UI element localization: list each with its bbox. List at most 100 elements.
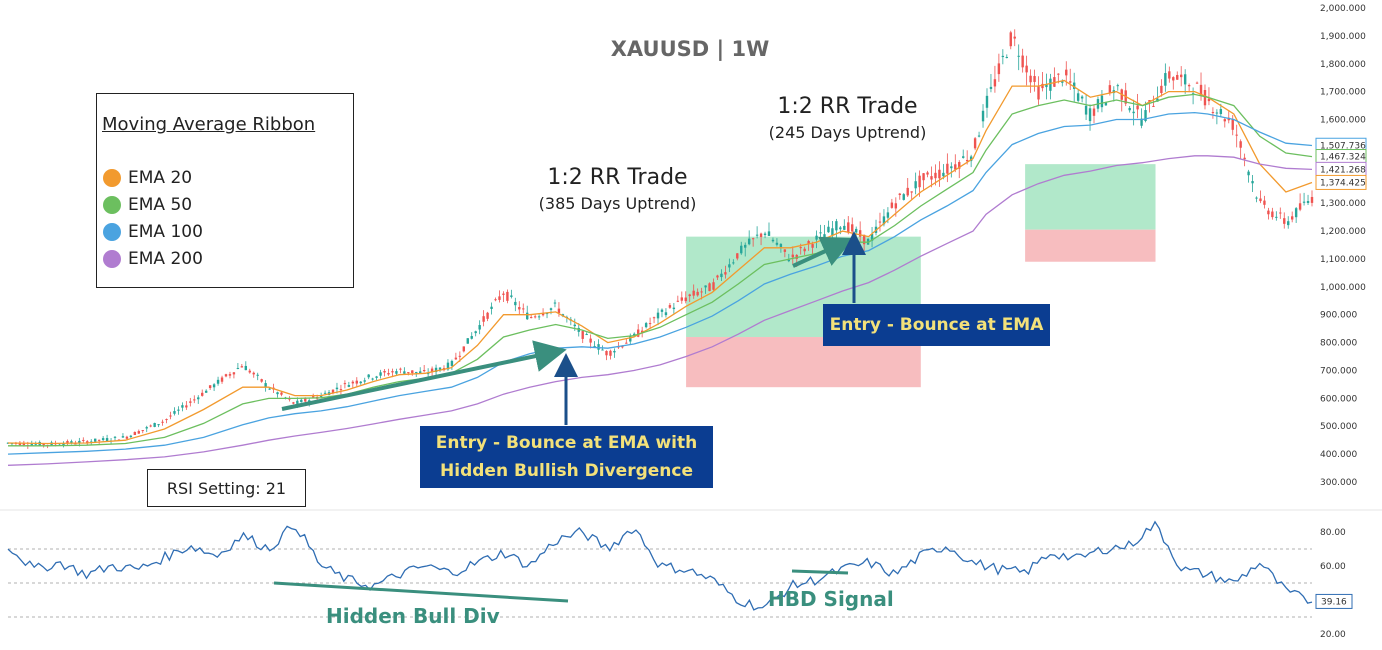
candle-body [740, 245, 743, 254]
candle-body [212, 384, 216, 388]
candle-body [1164, 73, 1167, 86]
candle-body [422, 370, 426, 372]
candle-body [1144, 110, 1147, 122]
y-tick-label: 300.000 [1320, 478, 1357, 488]
candle-body [644, 323, 648, 328]
y-tick-label: 900.000 [1320, 311, 1357, 321]
candle-body [1080, 96, 1084, 99]
y-tick-label: 1,200.000 [1320, 227, 1366, 237]
candle-body [1243, 157, 1246, 160]
legend-item-ema200: EMA 200 [103, 248, 203, 270]
blue-dot-icon [103, 223, 121, 241]
candle-body [470, 336, 473, 339]
candle-body [581, 331, 584, 339]
candle-body [450, 360, 454, 366]
y-tick-label: 1,700.000 [1320, 88, 1366, 98]
candle-body [93, 438, 97, 442]
candle-body [878, 221, 882, 223]
trade-subtitle: (385 Days Uptrend) [538, 194, 697, 213]
candle-body [922, 173, 925, 181]
candle-body [446, 362, 450, 370]
candle-body [101, 438, 105, 440]
candle-body [70, 441, 73, 443]
candle-body [1017, 55, 1020, 57]
candle-body [133, 431, 137, 436]
candle-body [1223, 119, 1227, 122]
candle-body [938, 169, 941, 179]
candle-body [1140, 118, 1143, 126]
candle-body [498, 296, 501, 300]
candle-body [613, 350, 616, 353]
candle-body [827, 226, 830, 233]
candle-body [347, 385, 351, 387]
candle-body [1215, 112, 1219, 114]
candle-body [339, 389, 343, 391]
trade-title: 1:2 RR Trade [777, 94, 918, 119]
candle-body [1069, 81, 1072, 83]
candle-body [62, 443, 65, 446]
candle-body [819, 232, 822, 234]
candle-body [1203, 90, 1207, 106]
candle-body [1259, 198, 1262, 202]
candle-body [1128, 107, 1131, 111]
candle-body [490, 306, 493, 309]
hidden-bull-div-label: Hidden Bull Div [326, 604, 500, 628]
candle-body [1199, 84, 1203, 96]
candle-body [835, 221, 838, 231]
candle-body [763, 233, 767, 236]
candle-body [1207, 98, 1211, 102]
candle-body [1267, 210, 1270, 215]
candle-body [482, 316, 485, 322]
candle-body [1211, 112, 1215, 114]
hidden-bull-div-line [273, 581, 569, 603]
candle-body [807, 241, 810, 245]
candle-body [759, 233, 763, 238]
legend-item-ema50: EMA 50 [103, 194, 192, 216]
last-value-tag-label: 1,467.324 [1320, 153, 1366, 163]
candle-body [371, 378, 374, 380]
y-tick-label: 1,800.000 [1320, 60, 1366, 70]
candle-body [363, 380, 366, 382]
candle-body [1180, 74, 1183, 78]
candle-body [137, 431, 140, 434]
candle-body [529, 317, 533, 319]
candle-body [997, 63, 1001, 75]
candle-body [185, 405, 188, 408]
candle-body [359, 381, 362, 384]
candle-body [308, 400, 311, 402]
candle-body [458, 355, 462, 357]
candle-body [1072, 82, 1076, 89]
candle-body [605, 350, 608, 356]
candle-body [843, 225, 846, 230]
y-tick-label: 700.000 [1320, 366, 1357, 376]
chart-title: XAUUSD | 1W [611, 37, 770, 62]
ema-line-ema200 [7, 155, 1313, 466]
candle-body [1263, 200, 1266, 205]
candle-body [1219, 109, 1223, 115]
candle-body [696, 291, 699, 296]
candle-body [1239, 141, 1242, 148]
candle-body [597, 344, 600, 350]
candle-body [910, 191, 913, 193]
candle-body [1255, 197, 1258, 199]
candle-body [426, 373, 430, 375]
candle-body [1132, 111, 1135, 114]
candle-body [304, 398, 307, 402]
candle-body [438, 367, 442, 370]
candle-body [601, 349, 604, 351]
trade-subtitle: (245 Days Uptrend) [768, 123, 927, 142]
candle-body [343, 383, 347, 385]
candle-body [323, 392, 327, 394]
candle-body [1065, 69, 1068, 76]
candle-body [585, 334, 588, 336]
candle-body [224, 374, 228, 377]
y-tick-label: 1,100.000 [1320, 255, 1366, 265]
candle-body [1172, 77, 1175, 81]
candle-body [462, 346, 466, 352]
candle-body [1298, 203, 1302, 210]
candle-body [1287, 221, 1290, 226]
candle-body [1152, 105, 1155, 107]
candle-body [660, 309, 664, 312]
candle-body [1076, 93, 1080, 101]
candle-body [510, 295, 513, 297]
